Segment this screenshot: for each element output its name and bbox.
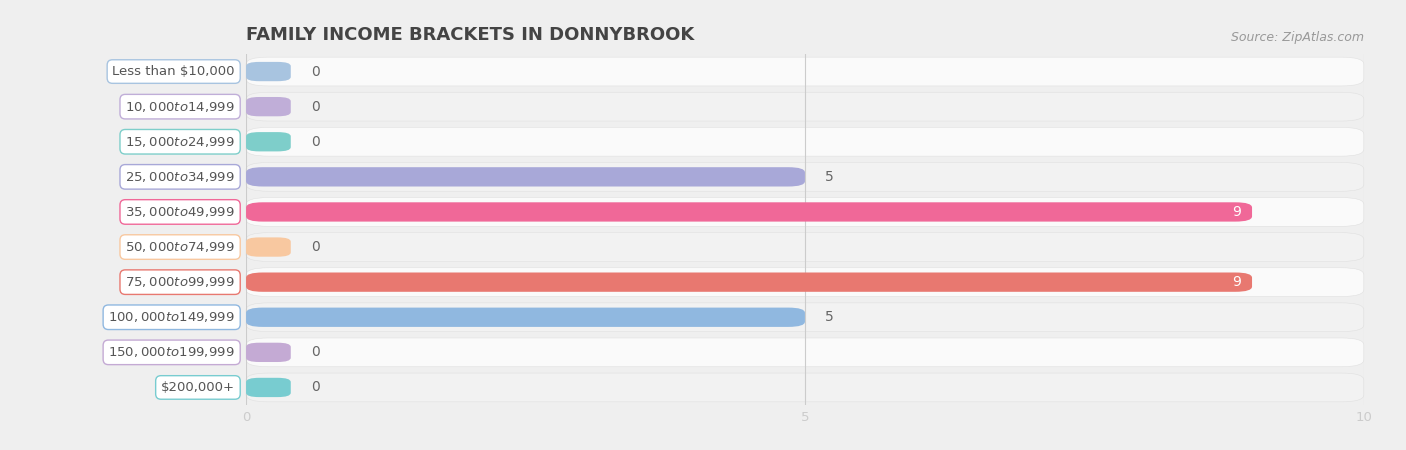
Text: $15,000 to $24,999: $15,000 to $24,999 [125, 135, 235, 149]
Text: 5: 5 [825, 310, 834, 324]
Text: $25,000 to $34,999: $25,000 to $34,999 [125, 170, 235, 184]
Text: $35,000 to $49,999: $35,000 to $49,999 [125, 205, 235, 219]
FancyBboxPatch shape [246, 308, 804, 327]
Text: Source: ZipAtlas.com: Source: ZipAtlas.com [1230, 32, 1364, 45]
FancyBboxPatch shape [246, 202, 1253, 221]
FancyBboxPatch shape [246, 303, 1364, 332]
Text: 5: 5 [825, 170, 834, 184]
Text: $10,000 to $14,999: $10,000 to $14,999 [125, 99, 235, 114]
Text: 0: 0 [311, 135, 319, 149]
Text: 9: 9 [1232, 275, 1241, 289]
Text: FAMILY INCOME BRACKETS IN DONNYBROOK: FAMILY INCOME BRACKETS IN DONNYBROOK [246, 26, 695, 44]
FancyBboxPatch shape [246, 268, 1364, 297]
Text: 0: 0 [311, 345, 319, 360]
Text: 0: 0 [311, 64, 319, 79]
FancyBboxPatch shape [246, 378, 291, 397]
FancyBboxPatch shape [246, 198, 1364, 226]
FancyBboxPatch shape [246, 167, 804, 186]
Text: $200,000+: $200,000+ [160, 381, 235, 394]
FancyBboxPatch shape [246, 162, 1364, 191]
FancyBboxPatch shape [246, 62, 291, 81]
FancyBboxPatch shape [246, 343, 291, 362]
Text: 0: 0 [311, 99, 319, 114]
FancyBboxPatch shape [246, 132, 291, 151]
FancyBboxPatch shape [246, 92, 1364, 121]
FancyBboxPatch shape [246, 57, 1364, 86]
Text: $100,000 to $149,999: $100,000 to $149,999 [108, 310, 235, 324]
Text: 9: 9 [1232, 205, 1241, 219]
Text: $150,000 to $199,999: $150,000 to $199,999 [108, 345, 235, 360]
Text: 0: 0 [311, 380, 319, 395]
FancyBboxPatch shape [246, 127, 1364, 156]
FancyBboxPatch shape [246, 273, 1253, 292]
FancyBboxPatch shape [246, 233, 1364, 261]
FancyBboxPatch shape [246, 238, 291, 256]
Text: Less than $10,000: Less than $10,000 [112, 65, 235, 78]
Text: $50,000 to $74,999: $50,000 to $74,999 [125, 240, 235, 254]
Text: $75,000 to $99,999: $75,000 to $99,999 [125, 275, 235, 289]
FancyBboxPatch shape [246, 97, 291, 116]
FancyBboxPatch shape [246, 338, 1364, 367]
FancyBboxPatch shape [246, 373, 1364, 402]
Text: 0: 0 [311, 240, 319, 254]
